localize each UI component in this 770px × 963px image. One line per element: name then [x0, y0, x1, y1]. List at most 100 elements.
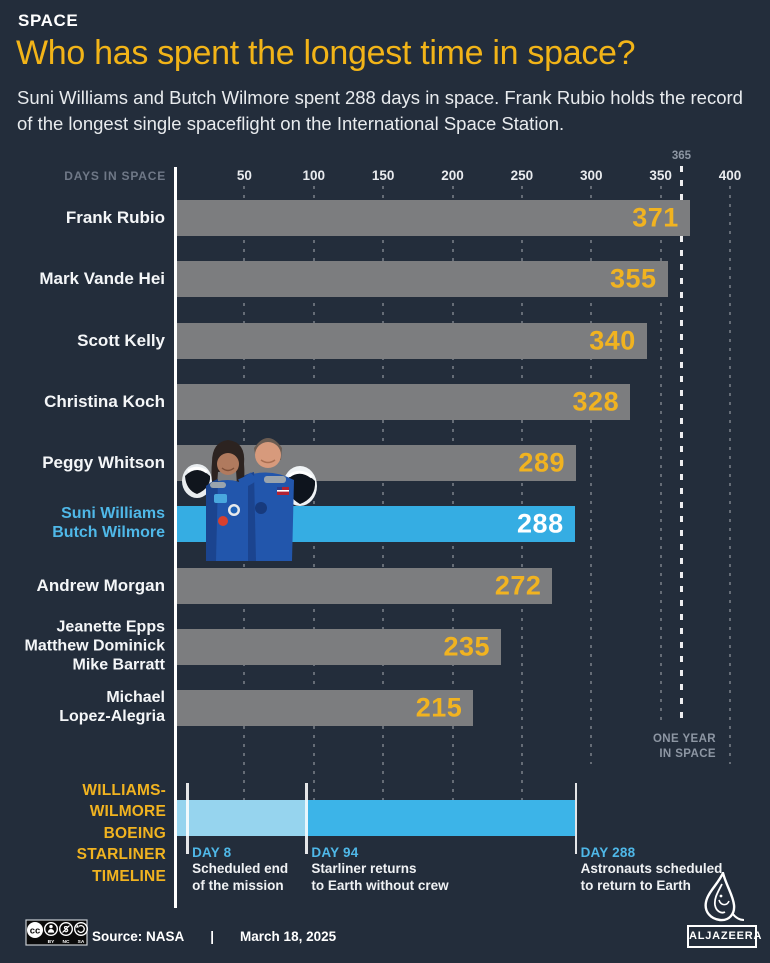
cc-sa-icon	[74, 922, 88, 936]
axis-tick: 200	[441, 168, 464, 183]
bar-value: 289	[518, 447, 565, 478]
bar-value: 371	[632, 202, 679, 233]
bar-label-line: Mike Barratt	[72, 656, 165, 674]
bar-label: Scott Kelly	[0, 330, 165, 350]
bar: 371	[175, 200, 690, 236]
timeline-title: WILLIAMS- WILMORE BOEING STARLINER TIMELINE	[0, 780, 166, 887]
timeline-event-text: Starliner returns	[311, 861, 417, 876]
bar: 272	[175, 567, 553, 604]
bar-label: Frank Rubio	[0, 208, 165, 228]
bar-label: Jeanette Epps Matthew Dominick Mike Barrat…	[0, 618, 165, 675]
bar: 215	[175, 690, 474, 726]
bar-label-line: Matthew Dominick	[24, 637, 165, 655]
axis-tick: 250	[510, 168, 534, 183]
bar-value: 272	[494, 570, 542, 600]
timeline-marker	[574, 783, 578, 854]
axis-caption: DAYS IN SPACE	[64, 169, 166, 183]
gridline	[729, 186, 731, 764]
one-year-caption-line: IN SPACE	[659, 747, 716, 760]
bar-label-line: Frank Rubio	[65, 207, 165, 227]
cc-license-badge: cc $ BY NC SA	[25, 919, 88, 946]
bar: 340	[175, 322, 647, 359]
timeline-event-text: to return to Earth	[580, 878, 691, 893]
cc-nc-icon	[59, 921, 74, 937]
timeline-segment	[175, 800, 306, 836]
reference-line-label: 365	[671, 150, 692, 162]
bar-value: 288	[517, 508, 564, 539]
timeline-event-text: to Earth without crew	[311, 878, 449, 893]
timeline-title-line: WILLIAMS-	[82, 782, 166, 799]
timeline-event-text: Astronauts scheduled	[580, 861, 723, 876]
bar-value: 328	[572, 386, 620, 417]
bar-value: 215	[415, 692, 463, 723]
gridline	[520, 186, 523, 800]
bar-value: 235	[443, 631, 491, 662]
timeline-marker	[186, 783, 189, 854]
svg-text:BY: BY	[48, 939, 55, 945]
man-face	[255, 442, 281, 468]
axis-tick: 50	[236, 168, 252, 183]
bar-label-line: Michael	[106, 689, 165, 707]
footer-separator: |	[210, 929, 215, 944]
svg-text:NC: NC	[63, 939, 70, 945]
bar-label: Andrew Morgan	[0, 575, 165, 595]
timeline-event-day: DAY 94	[311, 845, 359, 860]
timeline-title-line: TIMELINE	[92, 867, 166, 885]
bar-label-line: Lopez-Alegria	[59, 708, 165, 725]
page-title: Who has spent the longest time in space?	[16, 34, 636, 72]
timeline-event-day: DAY 8	[192, 845, 232, 860]
timeline-event-text: Scheduled end	[192, 861, 289, 876]
bar-label-line: Butch Wilmore	[52, 524, 165, 542]
bar-label: Christina Koch	[0, 392, 165, 412]
timeline-segment	[305, 800, 575, 836]
one-year-caption-line: ONE YEAR	[652, 733, 716, 745]
aljazeera-wordmark: ALJAZEERA	[687, 925, 761, 948]
aljazeera-flame-icon	[704, 872, 745, 922]
one-year-reference-line	[679, 166, 683, 723]
bar-label: Peggy Whitson	[0, 453, 165, 473]
bar-label: Michael Lopez-Alegria	[0, 689, 165, 727]
bar-value: 355	[610, 263, 657, 294]
svg-text:SA: SA	[78, 939, 85, 945]
cc-icon	[27, 922, 43, 938]
gridline	[659, 186, 662, 726]
bar-label: Suni Williams Butch Wilmore	[0, 505, 165, 543]
bar-label-line: Peggy Whitson	[42, 452, 165, 472]
axis-tick: 350	[649, 168, 672, 183]
publish-date: March 18, 2025	[240, 929, 337, 944]
svg-text:cc: cc	[30, 925, 41, 936]
source-label: Source: NASA	[92, 929, 185, 944]
timeline-event: DAY 288 Astronauts scheduled to return to …	[581, 845, 723, 894]
axis-line	[174, 167, 177, 908]
axis-tick: 400	[718, 168, 742, 183]
bar-label-line: Suni Williams	[61, 505, 165, 523]
gridline	[382, 186, 385, 800]
cc-by-icon	[44, 921, 59, 937]
section-kicker: SPACE	[18, 11, 79, 30]
timeline-event-text: of the mission	[192, 878, 284, 893]
bar-value: 340	[589, 325, 636, 355]
timeline-title-line: WILMORE	[89, 803, 166, 821]
gridline	[451, 186, 454, 800]
astronauts-photo	[182, 438, 317, 561]
timeline-event: DAY 94 Starliner returns to Earth without …	[311, 845, 448, 894]
bar-label: Mark Vande Hei	[0, 269, 165, 289]
timeline-event-day: DAY 288	[580, 845, 636, 860]
page-subtitle: Suni Williams and Butch Wilmore spent 28…	[17, 87, 743, 134]
bar-label-line: Andrew Morgan	[36, 575, 165, 595]
axis-tick: 150	[371, 168, 395, 183]
timeline-title-line: BOEING	[103, 824, 166, 842]
bar-label-line: Mark Vande Hei	[39, 269, 165, 289]
timeline-title-line: STARLINER	[76, 846, 166, 864]
timeline-event: DAY 8 Scheduled end of the mission	[192, 845, 288, 894]
bar-label-line: Christina Koch	[44, 391, 165, 411]
bar-label-line: Scott Kelly	[77, 330, 165, 350]
axis-tick: 100	[302, 168, 326, 183]
bar: 355	[175, 261, 668, 298]
bar-label-line: Jeanette Epps	[56, 618, 165, 636]
footer-source-row: Source: NASA | March 18, 2025	[92, 929, 336, 944]
axis-tick: 300	[579, 168, 603, 183]
woman-face	[217, 453, 239, 475]
timeline-marker	[305, 783, 308, 854]
